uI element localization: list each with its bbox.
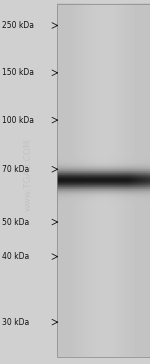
Text: 250 kDa: 250 kDa	[2, 21, 33, 30]
Text: 100 kDa: 100 kDa	[2, 116, 33, 124]
Text: 50 kDa: 50 kDa	[2, 218, 29, 226]
Text: www.TGAB.COM: www.TGAB.COM	[24, 138, 33, 211]
Text: 30 kDa: 30 kDa	[2, 318, 29, 327]
Bar	[57, 4, 150, 357]
Text: 150 kDa: 150 kDa	[2, 68, 33, 77]
Text: 40 kDa: 40 kDa	[2, 252, 29, 261]
Text: 70 kDa: 70 kDa	[2, 165, 29, 174]
